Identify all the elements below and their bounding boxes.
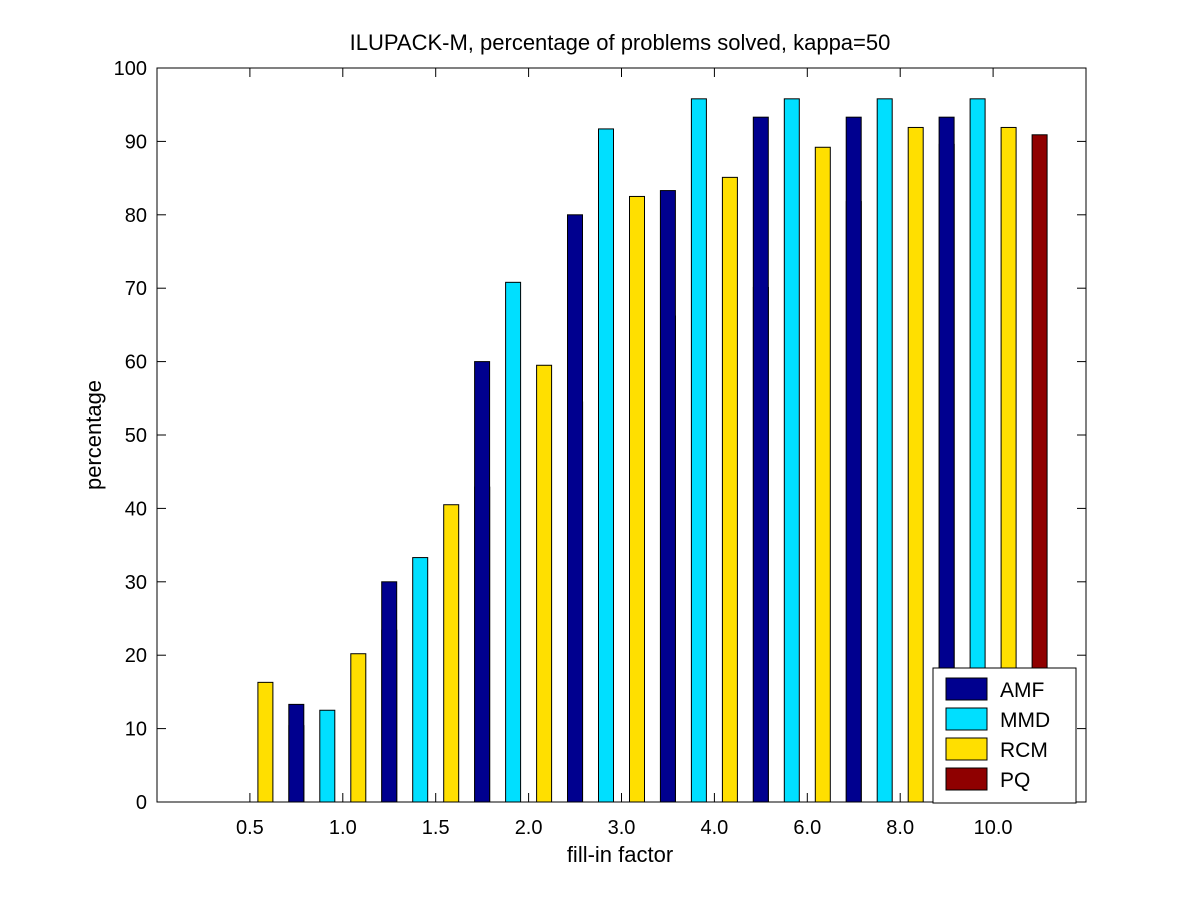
bars-group [257, 98, 1048, 803]
y-tick-label: 30 [125, 572, 147, 594]
bar-rcm-4.0 [721, 176, 738, 803]
bar-rcm-8.0 [907, 126, 924, 803]
chart-title: ILUPACK-M, percentage of problems solved… [350, 30, 891, 55]
bar-mmd-3.0 [598, 128, 614, 803]
y-tick-label: 40 [125, 498, 147, 520]
x-tick-label: 0.5 [236, 817, 264, 839]
bar-rcm-2.0 [536, 364, 553, 803]
legend: AMF MMD RCM PQ [932, 667, 1077, 804]
bar-mmd-1.0 [319, 709, 336, 803]
legend-swatch-amf [945, 677, 988, 701]
x-axis: 0.5 1.0 1.5 2.0 3.0 4.0 6.0 8.0 10.0 [236, 68, 1013, 839]
y-tick-label: 50 [125, 425, 147, 447]
bar-amf-6.0 [752, 116, 769, 803]
bar-mmd-2.0 [505, 281, 522, 803]
bar-amf-1.0 [288, 703, 305, 803]
legend-label-pq: PQ [1000, 769, 1030, 792]
legend-swatch-mmd [945, 707, 988, 731]
y-tick-label: 60 [125, 352, 147, 374]
x-tick-label: 3.0 [608, 817, 636, 839]
y-tick-label: 80 [125, 205, 147, 227]
y-tick-label: 90 [125, 131, 147, 153]
x-tick-label: 10.0 [974, 817, 1013, 839]
bar-rcm-1.5 [443, 504, 460, 803]
y-tick-label: 10 [125, 719, 147, 741]
y-tick-label: 70 [125, 278, 147, 300]
bar-amf-4.0 [659, 190, 676, 803]
legend-label-rcm: RCM [1000, 739, 1048, 762]
bar-amf-1.5 [381, 581, 398, 803]
x-tick-label: 4.0 [700, 817, 728, 839]
y-tick-label: 0 [136, 792, 147, 814]
bar-mmd-1.5 [412, 557, 429, 803]
bar-rcm-6.0 [814, 146, 831, 803]
legend-swatch-rcm [945, 737, 988, 761]
x-tick-label: 1.5 [422, 817, 450, 839]
legend-label-mmd: MMD [1000, 709, 1050, 732]
y-axis: 0 10 20 30 40 50 60 70 80 90 100 [114, 58, 1086, 814]
x-axis-label: fill-in factor [567, 842, 673, 867]
bar-mmd-8.0 [876, 98, 893, 803]
y-axis-label: percentage [81, 380, 106, 490]
bar-amf-2.0 [474, 361, 491, 803]
y-tick-label: 20 [125, 645, 147, 667]
bar-amf-8.0 [845, 116, 862, 803]
bar-rcm-0.5 [257, 681, 274, 803]
legend-swatch-pq [945, 767, 988, 791]
bar-amf-3.0 [567, 214, 583, 803]
bar-rcm-1.0 [350, 653, 367, 803]
legend-label-amf: AMF [1000, 679, 1044, 702]
y-tick-label: 100 [114, 58, 147, 80]
bar-rcm-3.0 [629, 195, 645, 803]
x-tick-label: 2.0 [515, 817, 543, 839]
x-tick-label: 6.0 [793, 817, 821, 839]
bar-mmd-6.0 [783, 98, 800, 803]
bar-mmd-4.0 [690, 98, 707, 803]
x-tick-label: 8.0 [886, 817, 914, 839]
x-tick-label: 1.0 [329, 817, 357, 839]
